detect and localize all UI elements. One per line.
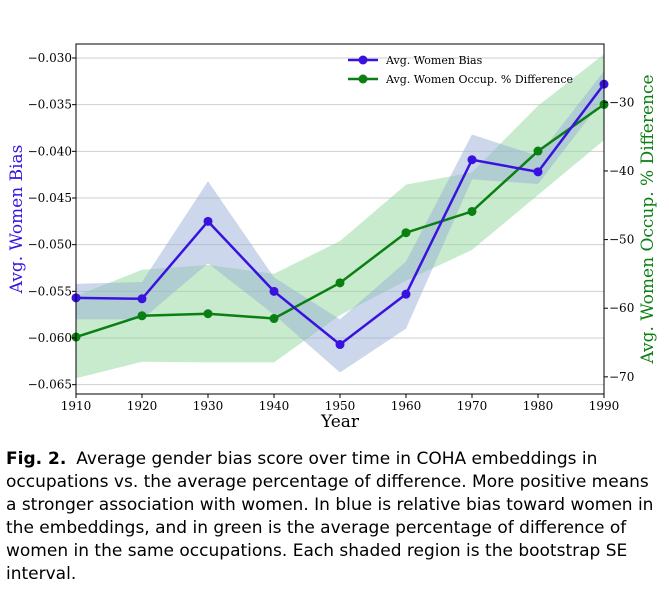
data-point-women-bias [203, 216, 213, 226]
x-axis-ticks: 1910 1920 1930 1940 1950 1960 1970 1980 1990 [61, 394, 620, 413]
right-tick-label: −40 [609, 164, 634, 178]
left-axis-ticks: −0.030 −0.035 −0.040 −0.045 −0.050 −0.055 −0.0… [28, 51, 76, 392]
data-point-occup-diff [137, 311, 147, 321]
x-tick-label: 1940 [259, 399, 290, 413]
confidence-bands [76, 54, 604, 379]
x-tick-label: 1930 [193, 399, 224, 413]
legend-marker-women-bias [358, 55, 368, 65]
data-point-occup-diff [533, 146, 543, 156]
x-tick-label: 1960 [391, 399, 422, 413]
right-axis-title: Avg. Women Occup. % Difference [638, 74, 658, 364]
left-tick-label: −0.065 [28, 378, 72, 392]
right-tick-label: −30 [609, 95, 634, 109]
data-point-occup-diff [269, 314, 279, 324]
x-axis-title: Year [320, 412, 360, 432]
x-tick-label: 1910 [61, 399, 92, 413]
data-point-women-bias [269, 286, 279, 296]
caption-text: Average gender bias score over time in C… [6, 449, 654, 584]
caption-label: Fig. 2. [6, 449, 67, 469]
left-tick-label: −0.060 [28, 331, 72, 345]
chart: 1910 1920 1930 1940 1950 1960 1970 1980 1990 −0.… [7, 43, 658, 432]
x-tick-label: 1950 [325, 399, 356, 413]
confidence-band-women-bias [76, 71, 604, 373]
left-tick-label: −0.050 [28, 238, 72, 252]
data-point-women-bias [401, 289, 411, 299]
legend-marker-occup-diff [358, 74, 368, 84]
legend-label-occup-diff: Avg. Women Occup. % Difference [385, 73, 573, 86]
x-tick-label: 1990 [589, 399, 620, 413]
figure-caption: Fig. 2. Average gender bias score over ti… [6, 448, 662, 586]
legend: Avg. Women Bias Avg. Women Occup. % Diff… [348, 54, 573, 86]
right-tick-label: −50 [609, 233, 634, 247]
left-axis-title: Avg. Women Bias [7, 145, 27, 295]
left-tick-label: −0.045 [28, 191, 72, 205]
data-point-occup-diff [467, 206, 477, 216]
data-point-women-bias [533, 167, 543, 177]
data-point-occup-diff [401, 228, 411, 238]
legend-label-women-bias: Avg. Women Bias [385, 54, 483, 67]
right-tick-label: −60 [609, 301, 634, 315]
data-point-occup-diff [203, 309, 213, 319]
left-tick-label: −0.040 [28, 144, 72, 158]
series-points [71, 79, 609, 350]
confidence-band-occup-diff [76, 54, 604, 379]
data-point-women-bias [335, 340, 345, 350]
right-tick-label: −70 [609, 370, 634, 384]
data-point-occup-diff [335, 278, 345, 288]
data-point-women-bias [467, 155, 477, 165]
left-tick-label: −0.035 [28, 98, 72, 112]
x-tick-label: 1920 [127, 399, 158, 413]
left-tick-label: −0.030 [28, 51, 72, 65]
right-axis-ticks: −30 −40 −50 −60 −70 [604, 95, 634, 384]
x-tick-label: 1980 [523, 399, 554, 413]
left-tick-label: −0.055 [28, 284, 72, 298]
x-tick-label: 1970 [457, 399, 488, 413]
data-point-women-bias [137, 294, 147, 304]
